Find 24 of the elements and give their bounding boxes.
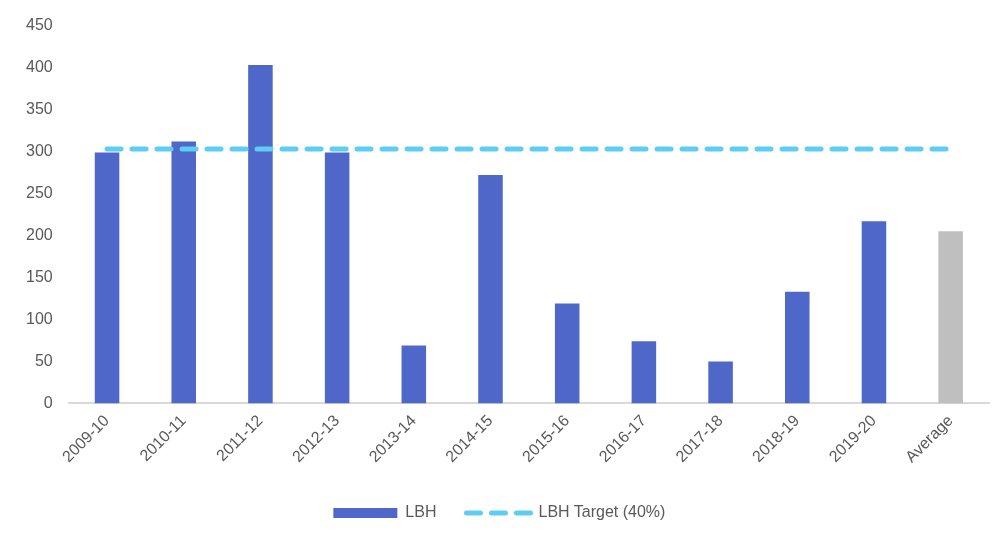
bar — [861, 221, 887, 404]
y-tick-label: 350 — [25, 99, 53, 117]
bar — [171, 141, 196, 404]
bar — [938, 231, 963, 404]
y-tick-label: 450 — [25, 16, 53, 34]
bar — [324, 152, 350, 404]
y-tick-label: 250 — [25, 183, 53, 201]
bar — [631, 341, 657, 404]
y-tick-label: 400 — [25, 57, 53, 75]
y-tick-label: 0 — [43, 393, 53, 411]
y-tick-label: 300 — [25, 141, 53, 159]
bar — [94, 152, 120, 404]
bar — [785, 291, 810, 404]
y-tick-label: 50 — [34, 351, 53, 369]
bar — [554, 303, 580, 404]
legend-label: LBH — [405, 503, 437, 521]
bar — [401, 345, 427, 404]
bar — [708, 361, 733, 404]
bar — [478, 175, 503, 404]
y-tick-label: 150 — [25, 267, 53, 285]
y-tick-label: 100 — [25, 309, 53, 327]
bar — [248, 65, 273, 404]
y-tick-label: 200 — [25, 225, 53, 243]
legend-label: LBH Target (40%) — [538, 503, 666, 521]
